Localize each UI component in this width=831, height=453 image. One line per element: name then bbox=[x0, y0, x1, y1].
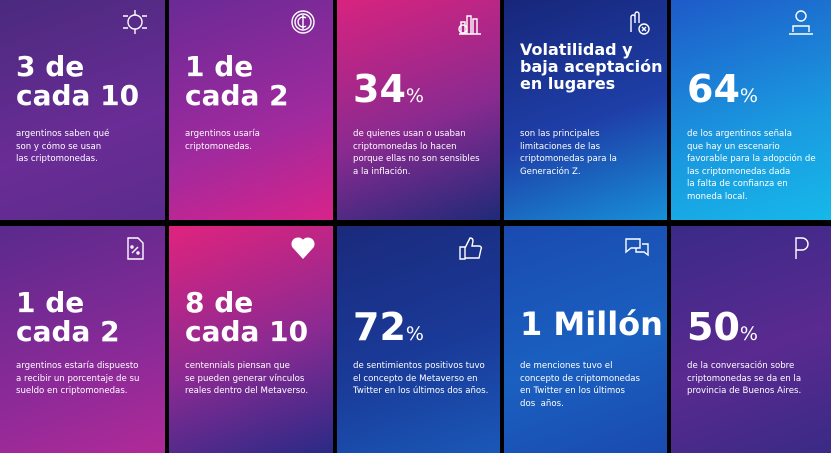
body-line: la falta de confianza en bbox=[687, 179, 788, 189]
icon bbox=[291, 10, 315, 34]
body-line: en Twitter en los últimos bbox=[520, 386, 626, 396]
body-line: las criptomonedas. bbox=[16, 154, 98, 164]
body-line: de sentimientos positivos tuvo bbox=[353, 361, 485, 371]
body-line: a recibir un porcentaje de su bbox=[16, 373, 140, 384]
headline-line: 1 de bbox=[16, 286, 85, 319]
headline-line: en lugares bbox=[520, 73, 616, 93]
headline-line: 1 Millón bbox=[520, 305, 663, 343]
body-line: moneda local. bbox=[687, 191, 748, 202]
headline: 1 de cada 2 bbox=[185, 52, 289, 111]
body-text: de quienes usan o usaban criptomonedas lo… bbox=[353, 128, 480, 178]
body-line: que hay un escenario bbox=[687, 141, 780, 152]
headline-line: 64% bbox=[687, 67, 758, 111]
body-line: provincia de Buenos Aires. bbox=[687, 386, 802, 396]
card: 3 de cada 10 argentinos saben qué son y cóm… bbox=[0, 0, 165, 220]
headline: 8 de cada 10 bbox=[185, 288, 308, 347]
card: 1 de cada 2 argentinos estaría dispuesto a … bbox=[0, 226, 165, 453]
body-line: son las principales bbox=[520, 129, 600, 139]
body-line: las criptomonedas dada bbox=[687, 166, 791, 177]
body-line: criptomonedas para la bbox=[520, 154, 617, 164]
headline-line: 3 de bbox=[16, 50, 85, 83]
headline-line: 34% bbox=[353, 67, 424, 111]
body-text: centennials piensan que se pueden generar… bbox=[185, 360, 308, 398]
unit: % bbox=[739, 85, 758, 107]
body-line: dos años. bbox=[520, 398, 564, 409]
unit: % bbox=[405, 85, 424, 107]
headline-line: 72% bbox=[353, 305, 424, 349]
headline-line: 8 de bbox=[185, 286, 254, 319]
headline-line: cada 2 bbox=[16, 315, 120, 349]
card: 8 de cada 10 centennials piensan que se pue… bbox=[169, 226, 333, 453]
headline: Volatilidad y baja aceptación en lugares bbox=[520, 40, 663, 93]
body-line: criptomonedas. bbox=[185, 141, 253, 152]
unit: % bbox=[739, 323, 758, 345]
body-line: porque ellas no son sensibles bbox=[353, 154, 480, 164]
body-text: de los argentinos señala que hay un escen… bbox=[687, 128, 816, 203]
body-text: de menciones tuvo el concepto de criptomo… bbox=[520, 360, 640, 410]
headline: 3 de cada 10 bbox=[16, 52, 139, 111]
body-line: sueldo en criptomonedas. bbox=[16, 386, 128, 396]
headline: 1 de cada 2 bbox=[16, 288, 120, 347]
headline-line: 1 de bbox=[185, 50, 254, 83]
icon bbox=[123, 10, 147, 34]
body-line: reales dentro del Metaverso. bbox=[185, 386, 309, 396]
body-line: argentinos usaría bbox=[185, 129, 260, 139]
body-line: concepto de criptomonedas bbox=[520, 373, 641, 384]
body-line: favorable para la adopción de bbox=[687, 154, 816, 164]
card: 72% de sentimientos positivos tuvo el conc… bbox=[337, 226, 500, 453]
body-text: de la conversación sobre criptomonedas se… bbox=[687, 360, 801, 398]
body-line: criptomonedas se da en la bbox=[687, 373, 802, 384]
body-line: de la conversación sobre bbox=[687, 361, 795, 371]
body-line: criptomonedas lo hacen bbox=[353, 141, 457, 152]
body-line: de los argentinos señala bbox=[687, 129, 792, 139]
icon bbox=[127, 237, 144, 260]
icon bbox=[625, 238, 649, 257]
headline: 64% bbox=[687, 67, 758, 111]
icon bbox=[459, 237, 483, 260]
body-line: argentinos saben qué bbox=[16, 129, 110, 139]
card: 34% de quienes usan o usaban criptomonedas… bbox=[337, 0, 500, 220]
headline: 50% bbox=[687, 305, 758, 349]
card: Volatilidad y baja aceptación en lugares so… bbox=[504, 0, 667, 220]
body-line: Twitter en los últimos dos años. bbox=[353, 386, 489, 396]
body-line: de menciones tuvo el bbox=[520, 361, 613, 371]
body-line: limitaciones de las bbox=[520, 141, 601, 152]
body-line: Generación Z. bbox=[520, 166, 581, 177]
headline-line: cada 2 bbox=[185, 79, 289, 113]
body-line: a la inflación. bbox=[353, 166, 411, 177]
icon bbox=[458, 15, 481, 35]
headline: 72% bbox=[353, 305, 424, 349]
body-line: el concepto de Metaverso en bbox=[353, 373, 478, 384]
unit: % bbox=[405, 323, 424, 345]
body-line: argentinos estaría dispuesto bbox=[16, 361, 139, 371]
icon bbox=[789, 10, 813, 35]
body-line: se pueden generar vínculos bbox=[185, 373, 305, 384]
headline: 1 Millón bbox=[520, 305, 663, 343]
headline-line: 50% bbox=[687, 305, 758, 349]
body-text: argentinos estaría dispuesto a recibir un… bbox=[16, 360, 139, 398]
body-text: argentinos saben qué son y cómo se usan la… bbox=[16, 128, 109, 166]
icon bbox=[630, 11, 650, 35]
card: 1 de cada 2 argentinos usaría criptomonedas… bbox=[169, 0, 333, 220]
body-text: argentinos usaría criptomonedas. bbox=[185, 128, 260, 153]
body-text: de sentimientos positivos tuvo el concept… bbox=[353, 360, 488, 398]
headline-line: Volatilidad y bbox=[520, 40, 633, 59]
headline-line: cada 10 bbox=[16, 79, 140, 113]
headline: 34% bbox=[353, 67, 424, 111]
body-line: son y cómo se usan bbox=[16, 141, 102, 152]
body-text: son las principales limitaciones de las cr… bbox=[520, 128, 617, 178]
icon bbox=[795, 237, 809, 259]
card: 1 Millón de menciones tuvo el concepto de … bbox=[504, 226, 667, 453]
body-line: de quienes usan o usaban bbox=[353, 129, 466, 139]
card: 64% de los argentinos señala que hay un es… bbox=[671, 0, 831, 220]
headline-line: baja aceptación bbox=[520, 56, 663, 76]
headline-line: cada 10 bbox=[185, 315, 309, 349]
body-line: centennials piensan que bbox=[185, 361, 290, 371]
icon bbox=[291, 237, 315, 260]
card: 50% de la conversación sobre criptomonedas… bbox=[671, 226, 831, 453]
